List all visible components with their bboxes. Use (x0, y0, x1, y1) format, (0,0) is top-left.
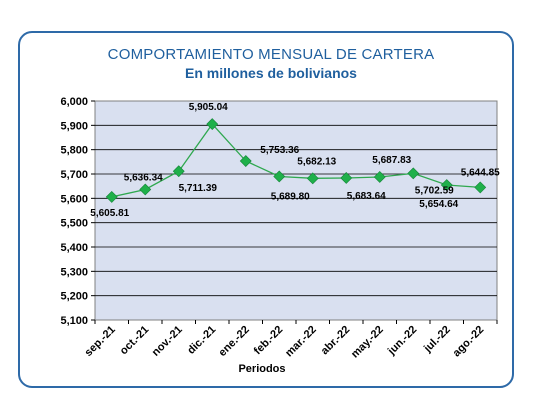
x-tick-label: mar.-22 (283, 324, 319, 360)
series-line (111, 123, 481, 198)
x-tick-label: dic.-21 (185, 324, 218, 357)
data-label: 5,753.36 (260, 145, 299, 156)
x-tick-label: may.-22 (349, 324, 386, 361)
data-label: 5,905.04 (189, 102, 228, 113)
data-point (440, 179, 453, 191)
data-label: 5,644.85 (461, 167, 500, 178)
x-axis-title: Periodos (238, 363, 285, 375)
data-point (206, 118, 219, 131)
data-label: 5,605.81 (90, 208, 129, 219)
data-label: 5,702.59 (415, 185, 454, 196)
x-tick-label: ene.-22 (217, 324, 252, 359)
y-tick-label: 6,000 (60, 96, 88, 108)
x-tick-label: sep.-21 (83, 324, 118, 359)
data-point (105, 190, 118, 203)
x-tick-label: feb.-22 (252, 324, 286, 358)
data-point (474, 181, 487, 194)
y-tick-label: 5,500 (60, 218, 88, 230)
x-tick-label: jun.-22 (385, 324, 419, 358)
plot-area (94, 100, 498, 321)
data-label: 5,683.64 (347, 191, 386, 202)
data-point (273, 170, 286, 183)
data-point (340, 172, 353, 184)
data-label: 5,636.34 (124, 172, 163, 183)
y-tick-label: 5,400 (60, 242, 88, 254)
data-point (373, 171, 386, 183)
data-label: 5,689.80 (271, 191, 310, 202)
chart-subtitle: En millones de bolivianos (185, 65, 357, 81)
x-tick-label: oct.-21 (118, 324, 152, 358)
data-point (407, 167, 420, 180)
data-point (239, 155, 252, 167)
x-tick-label: jul.-22 (421, 324, 453, 356)
y-tick-label: 5,600 (60, 193, 88, 205)
y-tick-label: 5,900 (60, 120, 88, 132)
data-point (306, 172, 319, 185)
y-tick-label: 5,800 (60, 145, 88, 157)
x-tick-label: nov.-21 (150, 324, 185, 359)
x-tick-label: abr.-22 (319, 324, 353, 358)
chart-title: COMPORTAMIENTO MENSUAL DE CARTERA (107, 46, 435, 63)
data-label: 5,654.64 (419, 199, 458, 210)
x-tick-label: ago.-22 (451, 324, 487, 360)
data-point (172, 165, 185, 178)
y-tick-label: 5,200 (60, 291, 88, 303)
y-tick-label: 5,700 (60, 169, 88, 181)
data-label: 5,711.39 (179, 183, 218, 194)
data-label: 5,682.13 (297, 156, 336, 167)
y-tick-label: 5,100 (60, 315, 88, 327)
data-point (139, 183, 152, 196)
data-label: 5,687.83 (372, 155, 411, 166)
y-tick-label: 5,300 (60, 266, 88, 278)
